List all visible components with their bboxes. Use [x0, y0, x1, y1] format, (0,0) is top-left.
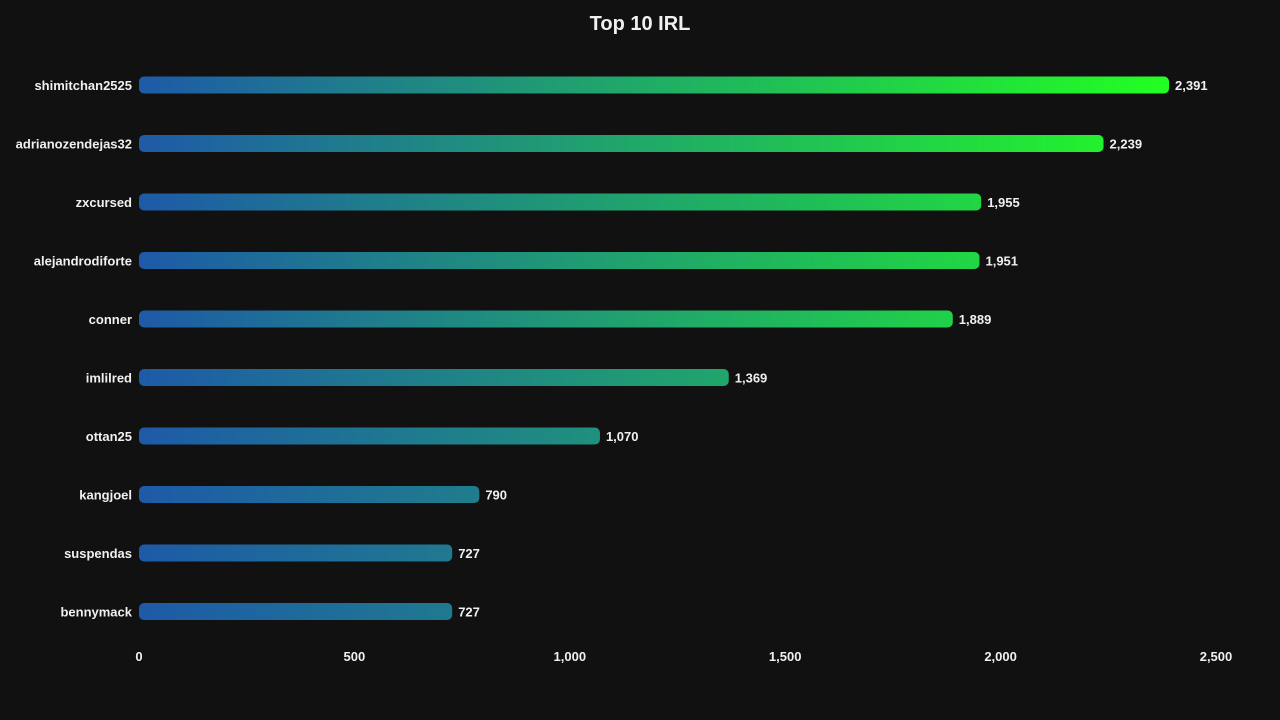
bar-suspendas	[139, 544, 453, 562]
x-tick-label: 0	[135, 649, 142, 664]
x-tick-label: 1,000	[554, 649, 587, 664]
category-label: kangjoel	[79, 488, 132, 503]
bar-bennymack	[139, 603, 453, 620]
bar-imlilred	[139, 369, 729, 386]
bar-zxcursed	[139, 193, 982, 211]
value-label: 1,955	[987, 195, 1020, 210]
category-label: shimitchan2525	[34, 78, 132, 93]
value-label: 1,889	[959, 312, 992, 327]
category-label: zxcursed	[76, 195, 132, 210]
value-label: 790	[485, 488, 507, 503]
value-label: 1,070	[606, 429, 639, 444]
value-label: 2,239	[1110, 137, 1143, 152]
category-label: ottan25	[86, 429, 132, 444]
value-label: 2,391	[1175, 78, 1208, 93]
category-label: alejandrodiforte	[34, 254, 132, 269]
bar-adrianozendejas32	[139, 135, 1104, 152]
bar-kangjoel	[139, 486, 480, 503]
category-label: bennymack	[60, 605, 132, 620]
x-tick-label: 2,500	[1200, 649, 1233, 664]
x-axis-ticks-layer: 0 500 1,000 1,500 2,000 2,500	[135, 649, 1232, 664]
category-label: adrianozendejas32	[16, 137, 132, 152]
category-label: conner	[89, 312, 132, 327]
category-labels-layer: shimitchan2525 adrianozendejas32 zxcursed a…	[16, 78, 133, 620]
chart-title: Top 10 IRL	[590, 13, 691, 35]
value-label: 1,369	[735, 371, 768, 386]
x-tick-label: 1,500	[769, 649, 802, 664]
bar-alejandrodiforte	[139, 252, 980, 269]
x-tick-label: 500	[344, 649, 366, 664]
x-tick-label: 2,000	[984, 649, 1017, 664]
bar-shimitchan2525	[139, 76, 1170, 94]
bar-conner	[139, 310, 953, 328]
bars-layer	[139, 76, 1170, 620]
value-label: 727	[458, 605, 480, 620]
value-label: 1,951	[985, 254, 1018, 269]
category-label: suspendas	[64, 546, 132, 561]
category-label: imlilred	[86, 371, 132, 386]
value-label: 727	[458, 546, 480, 561]
value-labels-layer: 2,391 2,239 1,955 1,951 1,889 1,369 1,070 790 72…	[458, 78, 1207, 620]
bar-ottan25	[139, 427, 600, 445]
